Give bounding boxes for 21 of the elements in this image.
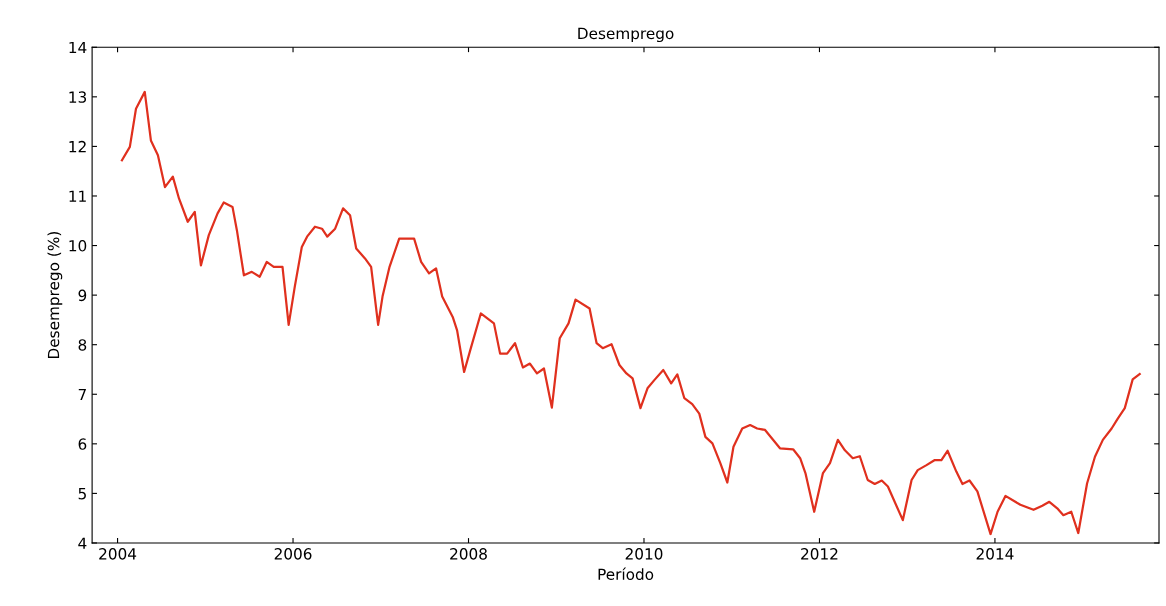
y-tick-label: 13	[69, 91, 87, 103]
y-tick-label: 12	[69, 140, 86, 153]
x-tick-label: 2004	[99, 548, 137, 560]
y-tick-label: 5	[78, 488, 86, 500]
line-series	[120, 90, 1141, 536]
chart-title: Desemprego	[578, 27, 674, 43]
y-tick-label: 7	[78, 388, 86, 401]
x-tick-label: 2010	[625, 548, 663, 560]
x-tick-label: 2006	[274, 548, 312, 560]
y-axis-title: Desemprego (%)	[47, 232, 63, 359]
x-tick-label: 2012	[801, 548, 838, 560]
y-tick-label: 14	[69, 41, 87, 54]
x-axis-title: Período	[598, 567, 654, 580]
x-tick-label: 2014	[976, 548, 1014, 560]
x-tick-label: 2008	[450, 548, 487, 560]
y-tick-label: 10	[69, 240, 87, 252]
y-tick-label: 6	[78, 438, 87, 450]
y-tick-label: 11	[69, 190, 86, 202]
y-tick-label: 8	[78, 339, 87, 351]
y-tick-label: 4	[78, 537, 87, 549]
y-tick-label: 9	[78, 289, 87, 302]
